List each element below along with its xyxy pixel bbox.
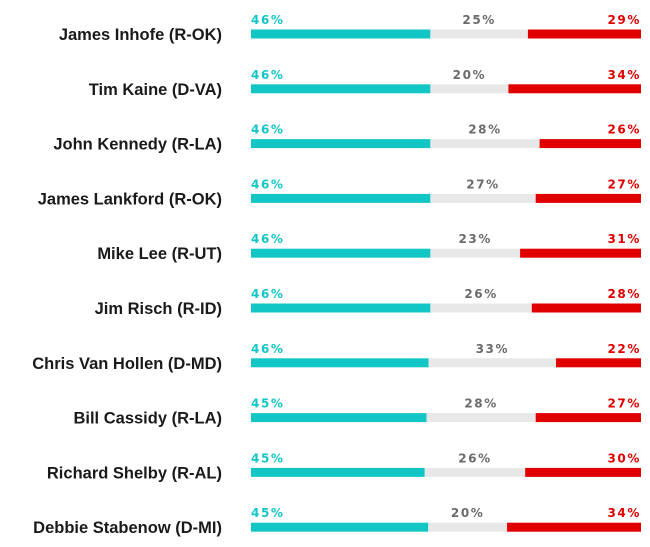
pct-label-favorable: 46%	[251, 287, 285, 301]
pct-label-unfavorable: 27%	[607, 397, 641, 411]
bar-segment-unfavorable	[520, 248, 641, 258]
pct-label-neutral: 28%	[468, 123, 502, 137]
senator-label: Mike Lee (R-UT)	[97, 245, 222, 263]
bar-segment-neutral	[424, 467, 526, 477]
pct-label-neutral: 26%	[464, 287, 498, 301]
bar-segment-unfavorable	[507, 522, 641, 532]
bar-segment-favorable	[251, 139, 431, 149]
bar-segment-favorable	[251, 193, 431, 203]
pct-label-unfavorable: 31%	[607, 232, 641, 246]
senator-label: Richard Shelby (R-AL)	[47, 464, 222, 482]
senator-label: James Inhofe (R-OK)	[59, 26, 222, 44]
bar-segment-neutral	[428, 358, 557, 368]
bar-segment-favorable	[251, 84, 431, 94]
pct-label-favorable: 46%	[251, 68, 285, 82]
pct-label-favorable: 46%	[251, 342, 285, 356]
bar-segment-neutral	[426, 413, 536, 423]
bar-segment-unfavorable	[508, 84, 641, 94]
pct-label-unfavorable: 28%	[607, 287, 641, 301]
pct-label-unfavorable: 27%	[607, 177, 641, 191]
pct-label-unfavorable: 34%	[607, 68, 641, 82]
pct-label-neutral: 23%	[458, 232, 492, 246]
bar-segment-unfavorable	[535, 413, 641, 423]
pct-label-neutral: 20%	[453, 68, 487, 82]
pct-label-neutral: 27%	[466, 177, 500, 191]
senator-label: Jim Risch (R-ID)	[95, 300, 222, 318]
bar-segment-neutral	[430, 303, 532, 313]
senator-label: Debbie Stabenow (D-MI)	[33, 519, 222, 537]
bar-segment-neutral	[430, 248, 521, 258]
bar-segment-unfavorable	[535, 193, 641, 203]
pct-label-neutral: 28%	[464, 397, 498, 411]
pct-label-unfavorable: 34%	[607, 506, 641, 520]
bar-segment-favorable	[251, 29, 431, 39]
senator-label: Bill Cassidy (R-LA)	[73, 410, 222, 428]
bar-segment-neutral	[430, 84, 509, 94]
bar-segment-unfavorable	[556, 358, 641, 368]
bar-segment-unfavorable	[539, 139, 641, 149]
pct-label-unfavorable: 29%	[607, 13, 641, 27]
pct-label-unfavorable: 22%	[607, 342, 641, 356]
pct-label-favorable: 45%	[251, 397, 285, 411]
bar-segment-neutral	[430, 139, 540, 149]
pct-label-neutral: 20%	[451, 506, 485, 520]
pct-label-neutral: 25%	[462, 13, 496, 27]
pct-label-unfavorable: 30%	[607, 451, 641, 465]
bar-segment-neutral	[428, 522, 508, 532]
bar-segment-neutral	[430, 193, 536, 203]
pct-label-favorable: 46%	[251, 123, 285, 137]
pct-label-favorable: 45%	[251, 506, 285, 520]
pct-label-unfavorable: 26%	[607, 123, 641, 137]
pct-label-favorable: 46%	[251, 177, 285, 191]
bar-segment-favorable	[251, 522, 429, 532]
bar-segment-favorable	[251, 358, 429, 368]
bar-segment-favorable	[251, 303, 431, 313]
bar-segment-unfavorable	[531, 303, 641, 313]
bar-segment-unfavorable	[527, 29, 641, 39]
bar-segment-unfavorable	[525, 467, 641, 477]
pct-label-favorable: 46%	[251, 13, 285, 27]
bar-segment-favorable	[251, 248, 431, 258]
senator-label: Chris Van Hollen (D-MD)	[32, 355, 222, 373]
pct-label-favorable: 46%	[251, 232, 285, 246]
pct-label-neutral: 33%	[476, 342, 510, 356]
pct-label-favorable: 45%	[251, 451, 285, 465]
senator-label: Tim Kaine (D-VA)	[89, 81, 222, 99]
pct-label-neutral: 26%	[458, 451, 492, 465]
senator-label: James Lankford (R-OK)	[38, 190, 222, 208]
bar-segment-neutral	[430, 29, 528, 39]
senator-label: John Kennedy (R-LA)	[53, 136, 222, 154]
bar-segment-favorable	[251, 413, 427, 423]
bar-segment-favorable	[251, 467, 425, 477]
